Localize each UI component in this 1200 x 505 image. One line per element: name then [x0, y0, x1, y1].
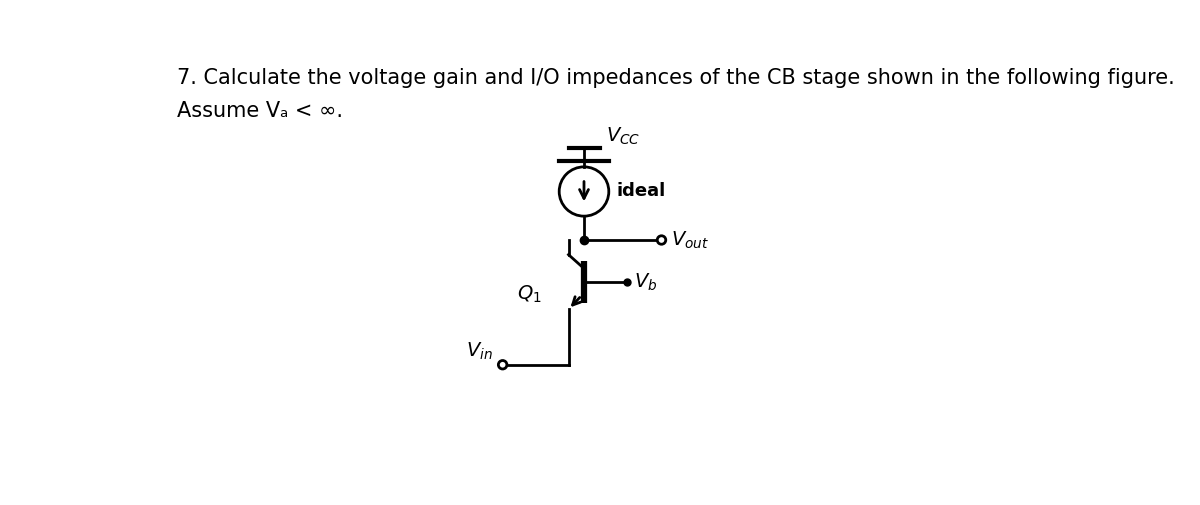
- Text: ideal: ideal: [617, 182, 666, 200]
- Text: $V_{in}$: $V_{in}$: [466, 340, 492, 362]
- Text: $Q_1$: $Q_1$: [517, 283, 541, 305]
- Text: $V_{out}$: $V_{out}$: [671, 229, 709, 250]
- Text: $V_{CC}$: $V_{CC}$: [606, 126, 640, 147]
- Circle shape: [498, 361, 506, 369]
- Text: Assume Vₐ < ∞.: Assume Vₐ < ∞.: [178, 102, 343, 121]
- Text: $V_b$: $V_b$: [635, 271, 658, 292]
- Circle shape: [658, 236, 666, 244]
- Text: 7. Calculate the voltage gain and I/O impedances of the CB stage shown in the fo: 7. Calculate the voltage gain and I/O im…: [178, 68, 1175, 88]
